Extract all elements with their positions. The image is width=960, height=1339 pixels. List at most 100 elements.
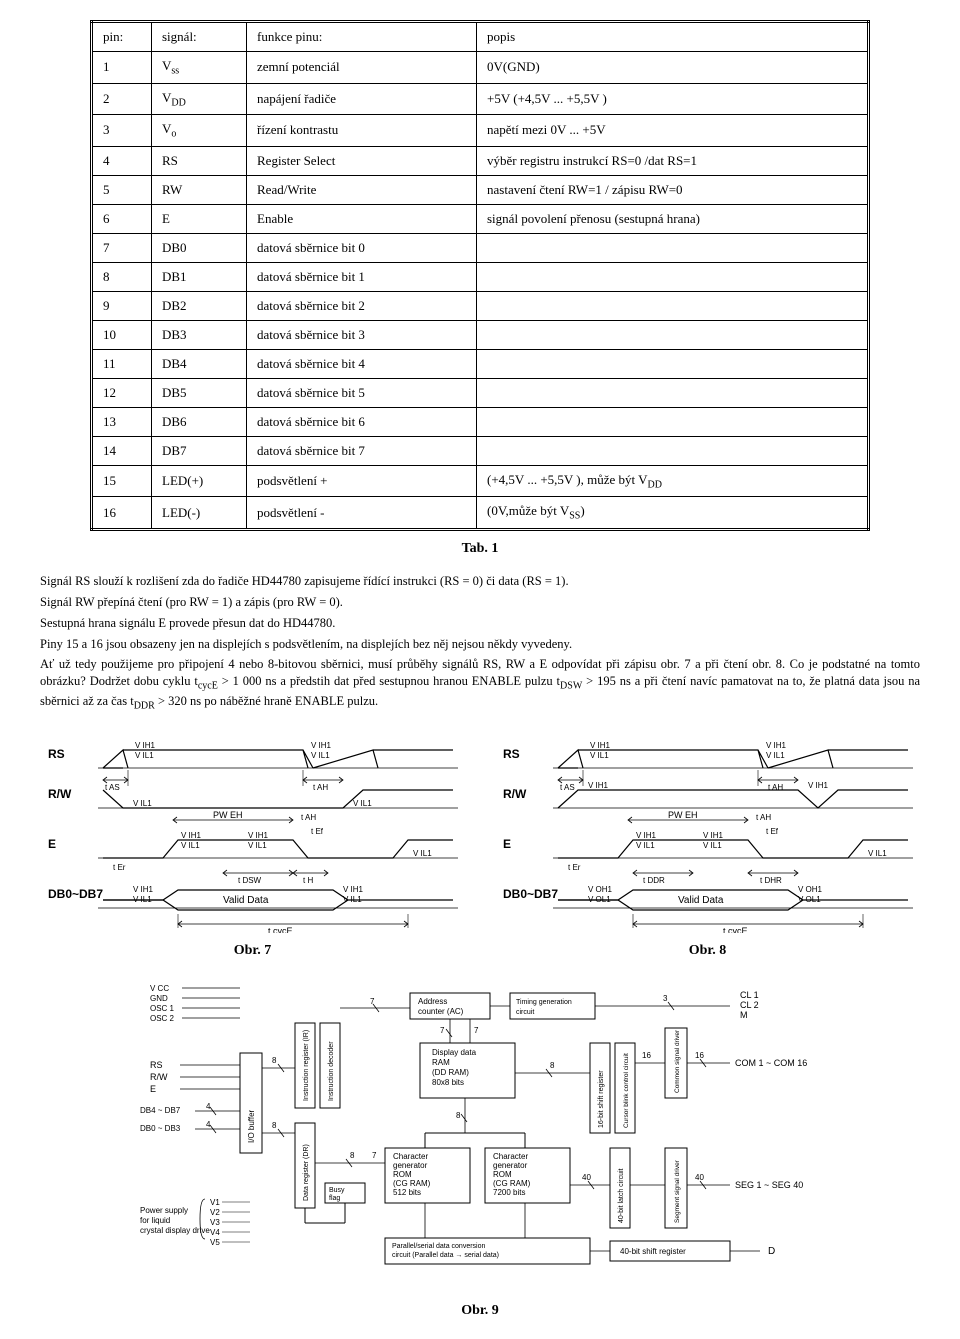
table-cell	[477, 378, 869, 407]
svg-text:Parallel/serial data conversio: Parallel/serial data conversion	[392, 1243, 485, 1250]
table-row: 14DB7datová sběrnice bit 7	[92, 436, 869, 465]
svg-text:t AS: t AS	[105, 783, 120, 792]
svg-text:V IL1: V IL1	[135, 751, 154, 760]
table-cell: signál povolení přenosu (sestupná hrana)	[477, 204, 869, 233]
table-row: 15LED(+)podsvětlení +(+4,5V ... +5,5V ),…	[92, 465, 869, 497]
table-row: 13DB6datová sběrnice bit 6	[92, 407, 869, 436]
table-cell: 14	[92, 436, 152, 465]
svg-text:V IH1: V IH1	[248, 831, 269, 840]
svg-text:CL 2: CL 2	[740, 1000, 759, 1010]
table-cell: 6	[92, 204, 152, 233]
fig8-caption: Obr. 8	[495, 943, 920, 959]
table-cell: DB6	[152, 407, 247, 436]
table-row: 6EEnablesignál povolení přenosu (sestupn…	[92, 204, 869, 233]
svg-text:V IL1: V IL1	[766, 751, 785, 760]
svg-text:GND: GND	[150, 994, 168, 1003]
svg-text:t AH: t AH	[768, 783, 783, 792]
table-header-row: pin: signál: funkce pinu: popis	[92, 22, 869, 52]
svg-text:t Er: t Er	[113, 863, 126, 872]
svg-text:generator: generator	[393, 1161, 428, 1170]
svg-text:t DDR: t DDR	[643, 876, 665, 885]
svg-text:Instruction register (IR): Instruction register (IR)	[303, 1030, 310, 1101]
para-1: Signál RS slouží k rozlišení zda do řadi…	[40, 573, 920, 590]
svg-text:Display data: Display data	[432, 1048, 477, 1057]
svg-text:generator: generator	[493, 1161, 528, 1170]
para-3: Sestupná hrana signálu E provede přesun …	[40, 615, 920, 632]
svg-text:V IH1: V IH1	[808, 781, 829, 790]
svg-text:RS: RS	[48, 747, 65, 761]
table-cell: Enable	[247, 204, 477, 233]
svg-text:V IH1: V IH1	[181, 831, 202, 840]
svg-text:V OL1: V OL1	[588, 895, 611, 904]
svg-text:DB0~DB7: DB0~DB7	[503, 887, 558, 901]
table-row: 3Vořízení kontrastunapětí mezi 0V ... +5…	[92, 115, 869, 147]
timing-read-svg: RSR/WEDB0~DB7V IH1V IL1V IH1V IL1t ASt A…	[498, 733, 918, 933]
timing-write-svg: RSR/WEDB0~DB7V IH1V IL1V IH1V IL1t ASt A…	[43, 733, 463, 933]
svg-text:circuit (Parallel data → seri: circuit (Parallel data → serial data)	[392, 1252, 499, 1259]
svg-text:t H: t H	[303, 876, 313, 885]
table-row: 10DB3datová sběrnice bit 3	[92, 320, 869, 349]
svg-text:Instruction decoder: Instruction decoder	[328, 1041, 335, 1101]
svg-text:512 bits: 512 bits	[393, 1188, 421, 1197]
svg-text:Valid Data: Valid Data	[678, 895, 724, 906]
table-row: 1Vsszemní potenciál0V(GND)	[92, 52, 869, 84]
svg-text:V IL1: V IL1	[248, 841, 267, 850]
svg-text:COM 1 ~ COM 16: COM 1 ~ COM 16	[735, 1058, 807, 1068]
table-cell: řízení kontrastu	[247, 115, 477, 147]
svg-text:V IH1: V IH1	[311, 741, 332, 750]
table-row: 9DB2datová sběrnice bit 2	[92, 291, 869, 320]
table-row: 12DB5datová sběrnice bit 5	[92, 378, 869, 407]
svg-text:4: 4	[206, 1102, 211, 1111]
svg-text:(DD RAM): (DD RAM)	[432, 1068, 469, 1077]
svg-text:16: 16	[695, 1051, 704, 1060]
svg-text:8: 8	[550, 1061, 555, 1070]
svg-text:V IH1: V IH1	[133, 885, 154, 894]
table-row: 4RSRegister Selectvýběr registru instruk…	[92, 146, 869, 175]
svg-text:7: 7	[372, 1151, 377, 1160]
para-2: Signál RW přepíná čtení (pro RW = 1) a z…	[40, 594, 920, 611]
svg-text:Valid Data: Valid Data	[223, 895, 269, 906]
svg-text:Character: Character	[493, 1152, 528, 1161]
table-cell: 2	[92, 83, 152, 115]
svg-text:E: E	[48, 837, 56, 851]
table-cell: 3	[92, 115, 152, 147]
svg-text:t AS: t AS	[560, 783, 575, 792]
col-pin: pin:	[92, 22, 152, 52]
svg-text:DB0~DB7: DB0~DB7	[48, 887, 103, 901]
svg-text:(CG RAM): (CG RAM)	[493, 1179, 531, 1188]
fig7-caption: Obr. 7	[40, 943, 465, 959]
svg-text:V IL1: V IL1	[636, 841, 655, 850]
table-cell	[477, 262, 869, 291]
svg-text:V IH1: V IH1	[588, 781, 609, 790]
svg-text:t cycE: t cycE	[723, 926, 748, 933]
svg-text:Segment signal driver: Segment signal driver	[674, 1160, 681, 1224]
svg-text:40-bit latch circuit: 40-bit latch circuit	[618, 1169, 625, 1224]
pin-table: pin: signál: funkce pinu: popis 1Vsszemn…	[90, 20, 870, 531]
table-row: 5RWRead/Writenastavení čtení RW=1 / zápi…	[92, 175, 869, 204]
svg-text:V IL1: V IL1	[343, 895, 362, 904]
para-5: Ať už tedy použijeme pro připojení 4 neb…	[40, 656, 920, 713]
table-cell: (+4,5V ... +5,5V ), může být VDD	[477, 465, 869, 497]
svg-text:t AH: t AH	[756, 813, 771, 822]
svg-text:M: M	[740, 1010, 748, 1020]
table-cell	[477, 291, 869, 320]
table-cell: datová sběrnice bit 2	[247, 291, 477, 320]
svg-text:Data register (DR): Data register (DR)	[303, 1145, 310, 1202]
svg-text:7200 bits: 7200 bits	[493, 1188, 525, 1197]
table-cell: 12	[92, 378, 152, 407]
table-cell: 0V(GND)	[477, 52, 869, 84]
svg-text:t Ef: t Ef	[766, 827, 779, 836]
table-cell	[477, 407, 869, 436]
svg-text:V IH1: V IH1	[343, 885, 364, 894]
svg-text:crystal display drive: crystal display drive	[140, 1226, 210, 1235]
svg-text:V IL1: V IL1	[133, 799, 152, 808]
svg-text:8: 8	[272, 1121, 277, 1130]
svg-text:R/W: R/W	[150, 1072, 168, 1082]
svg-text:16: 16	[642, 1051, 651, 1060]
svg-text:DB4 ~ DB7: DB4 ~ DB7	[140, 1106, 181, 1115]
table-cell: DB4	[152, 349, 247, 378]
svg-text:8: 8	[350, 1151, 355, 1160]
svg-text:V5: V5	[210, 1238, 220, 1247]
svg-text:40: 40	[695, 1173, 704, 1182]
table-cell: datová sběrnice bit 5	[247, 378, 477, 407]
